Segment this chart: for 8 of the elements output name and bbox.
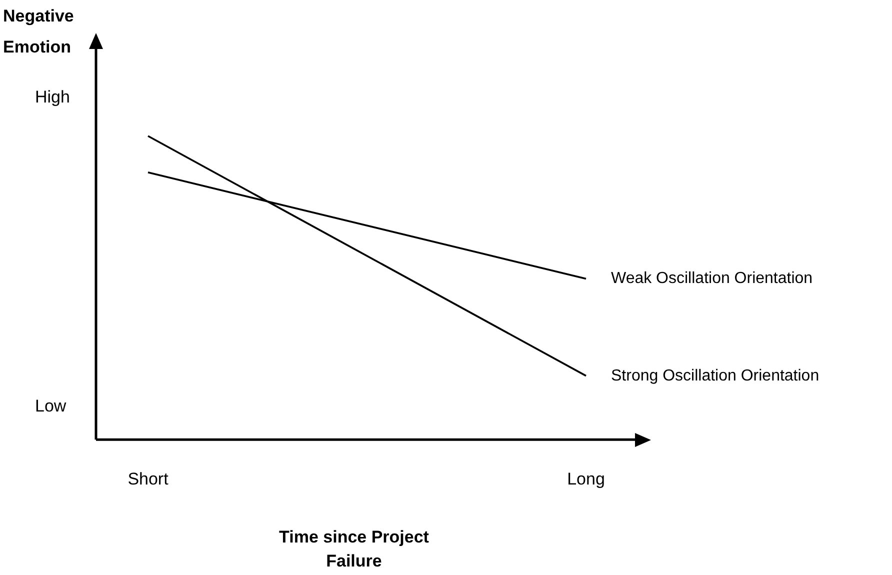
y-axis-title: Negative Emotion [3,6,74,57]
x-tick-label: Long [567,469,605,488]
series-label: Strong Oscillation Orientation [611,367,820,384]
text: High [35,88,70,107]
x-axis-title: Time since Project Failure [279,528,430,571]
x-tick-label: Short [128,469,169,488]
text: Low [35,396,67,416]
series-label: Weak Oscillation Orientation [611,270,813,288]
